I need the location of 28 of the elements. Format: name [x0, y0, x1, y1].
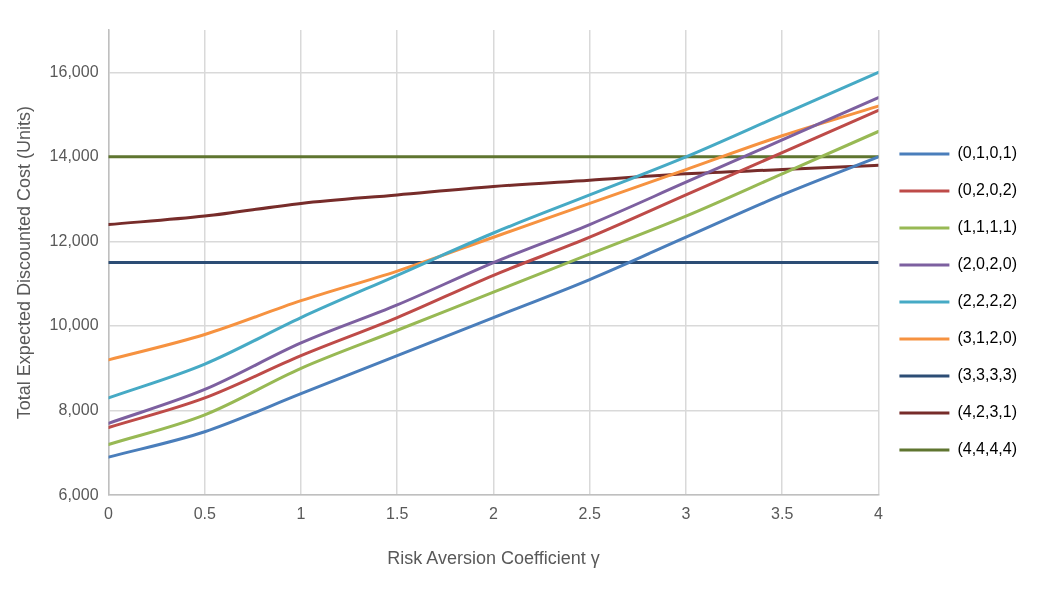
y-tick-label: 12,000 [49, 231, 99, 249]
legend-label: (3,1,2,0) [957, 329, 1018, 347]
legend-label: (1,1,1,1) [957, 218, 1018, 236]
legend-label: (3,3,3,3) [957, 366, 1018, 384]
x-tick-label: 3.5 [771, 505, 794, 523]
x-tick-label: 2.5 [578, 505, 601, 523]
y-tick-label: 6,000 [58, 485, 99, 503]
y-tick-label: 14,000 [49, 147, 99, 165]
y-tick-label: 8,000 [58, 401, 99, 419]
legend-label: (4,4,4,4) [957, 440, 1018, 458]
x-axis-title: Risk Aversion Coefficient γ [387, 548, 600, 569]
legend-label: (4,2,3,1) [957, 403, 1018, 421]
x-tick-label: 3 [681, 505, 691, 523]
line-series [108, 104, 879, 362]
x-tick-label: 4 [873, 505, 883, 523]
y-axis-title: Total Expected Discounted Cost (Units) [13, 106, 34, 420]
y-tick-label: 10,000 [49, 316, 99, 334]
x-tick-label: 0.5 [193, 505, 216, 523]
x-tick-label: 1.5 [386, 505, 409, 523]
y-tick-label: 16,000 [49, 62, 99, 80]
x-tick-label: 1 [296, 505, 306, 523]
legend-label: (2,2,2,2) [957, 292, 1018, 310]
line-series [108, 163, 879, 227]
legend-label: (2,0,2,0) [957, 255, 1018, 273]
x-tick-label: 2 [489, 505, 499, 523]
x-tick-label: 0 [104, 505, 114, 523]
legend-label: (0,1,0,1) [957, 144, 1018, 162]
legend-label: (0,2,0,2) [957, 181, 1018, 199]
